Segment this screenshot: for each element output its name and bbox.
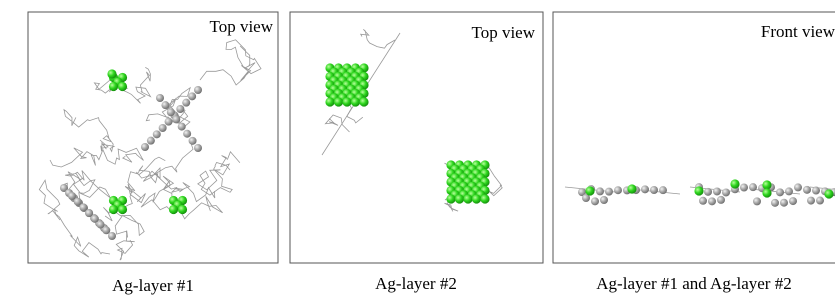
c-atom [74,198,82,206]
panel-frame [553,12,835,263]
ag-atom [325,97,334,106]
ag-atom [762,180,771,189]
c-atom [189,137,197,145]
panel-1-scene [39,40,261,260]
ag-atom [480,194,489,203]
ag-atom [178,205,187,214]
c-atom [165,118,173,126]
c-atom [807,197,815,205]
ag-atom [109,205,118,214]
c-atom [713,187,721,195]
c-atom [167,108,175,116]
c-atom [704,188,712,196]
ag-atom [730,179,739,188]
ag-atom [585,186,594,195]
ag-atom [694,186,703,195]
c-atom [183,130,191,138]
c-atom [147,137,155,145]
c-atom [102,226,110,234]
c-atom [641,185,649,193]
ag-atom [359,97,368,106]
ag-atom [762,188,771,197]
c-atom [614,186,622,194]
view-label: Top view [472,23,536,42]
ag-atom [627,184,636,193]
polymer-chain [64,110,114,152]
c-atom [740,183,748,191]
ag-atom [463,194,472,203]
c-atom [780,199,788,207]
c-atom [161,101,169,109]
c-atom [708,197,716,205]
ag-atom [334,97,343,106]
figure: Top view Top view Front view Ag-layer #1… [0,0,835,297]
c-atom [176,105,184,113]
c-atom [812,187,820,195]
c-atom [91,215,99,223]
c-atom [79,203,87,211]
c-atom [141,143,149,151]
c-atom [194,144,202,152]
c-atom [153,130,161,138]
c-atom [600,196,608,204]
polymer-chain [50,148,144,167]
panel-frame [290,12,543,263]
c-atom [159,124,167,132]
panel-3-scene [565,179,835,206]
c-atom [156,94,164,102]
c-atom [749,183,757,191]
c-atom [605,188,613,196]
c-atom [182,99,190,107]
c-atom [803,186,811,194]
ag-atom [342,97,351,106]
c-atom [776,188,784,196]
c-atom [194,86,202,94]
ag-atom [455,194,464,203]
c-atom [717,196,725,204]
caption: Ag-layer #1 [112,276,194,295]
c-atom [699,197,707,205]
c-atom [794,183,802,191]
ag-atom [118,205,127,214]
ag-atom [107,69,116,78]
polymer-chain [39,180,110,257]
c-atom [816,197,824,205]
c-atom [188,92,196,100]
c-atom [591,197,599,205]
c-atom [172,115,180,123]
c-atom [659,186,667,194]
c-atom [108,232,116,240]
ag-atom [351,97,360,106]
panel-2-scene [322,29,502,211]
c-atom [753,197,761,205]
c-atom [722,188,730,196]
polymer-chain [361,29,395,48]
ag-atom [446,194,455,203]
c-atom [650,186,658,194]
figure-canvas: Top view Top view Front view Ag-layer #1… [0,0,835,297]
caption: Ag-layer #1 and Ag-layer #2 [596,274,791,293]
c-atom [178,123,186,131]
ag-atom [472,194,481,203]
ag-atom [109,82,118,91]
c-atom [85,209,93,217]
c-atom [789,197,797,205]
view-label: Front view [761,22,835,41]
caption: Ag-layer #2 [375,274,457,293]
ag-atom [824,189,833,198]
c-atom [97,221,105,229]
ag-atom [118,82,127,91]
ag-atom [169,205,178,214]
c-atom [596,187,604,195]
c-atom [771,199,779,207]
c-atom [68,192,76,200]
view-label: Top view [210,17,274,36]
polymer-chain [198,152,240,195]
polymer-chain [200,40,261,85]
c-atom [785,187,793,195]
polymer-chain [143,140,215,202]
